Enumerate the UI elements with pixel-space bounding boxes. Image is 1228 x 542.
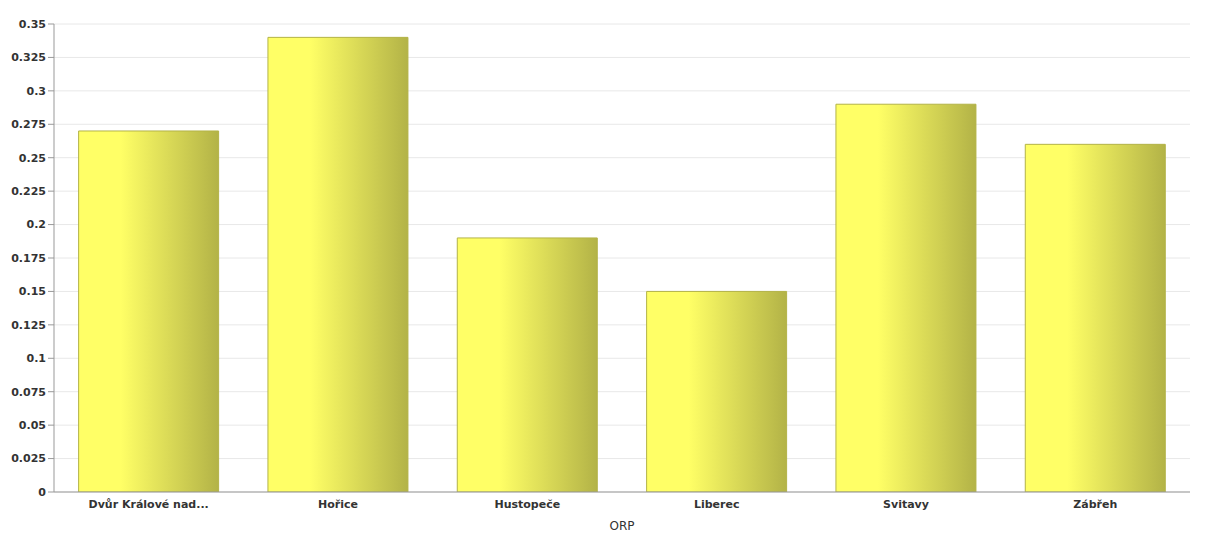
svg-text:0.325: 0.325	[11, 51, 46, 64]
svg-text:0.15: 0.15	[19, 285, 46, 298]
svg-text:0.075: 0.075	[11, 386, 46, 399]
svg-text:ORP: ORP	[609, 519, 634, 533]
svg-text:0.175: 0.175	[11, 252, 46, 265]
svg-text:0.3: 0.3	[27, 85, 47, 98]
svg-text:0.125: 0.125	[11, 319, 46, 332]
svg-text:Liberec: Liberec	[694, 498, 740, 511]
svg-text:Svitavy: Svitavy	[883, 498, 929, 511]
svg-text:0.275: 0.275	[11, 118, 46, 131]
svg-text:0.25: 0.25	[19, 152, 46, 165]
svg-text:0.025: 0.025	[11, 452, 46, 465]
svg-text:Dvůr Králové nad...: Dvůr Králové nad...	[89, 498, 209, 511]
svg-text:0.1: 0.1	[27, 352, 47, 365]
svg-text:Hořice: Hořice	[318, 498, 358, 511]
svg-text:0.225: 0.225	[11, 185, 46, 198]
svg-text:Zábřeh: Zábřeh	[1073, 498, 1117, 511]
svg-text:0.05: 0.05	[19, 419, 46, 432]
svg-text:Hustopeče: Hustopeče	[494, 498, 560, 511]
svg-text:0.2: 0.2	[27, 218, 47, 231]
svg-text:0.35: 0.35	[19, 18, 46, 31]
svg-text:0: 0	[38, 486, 46, 499]
